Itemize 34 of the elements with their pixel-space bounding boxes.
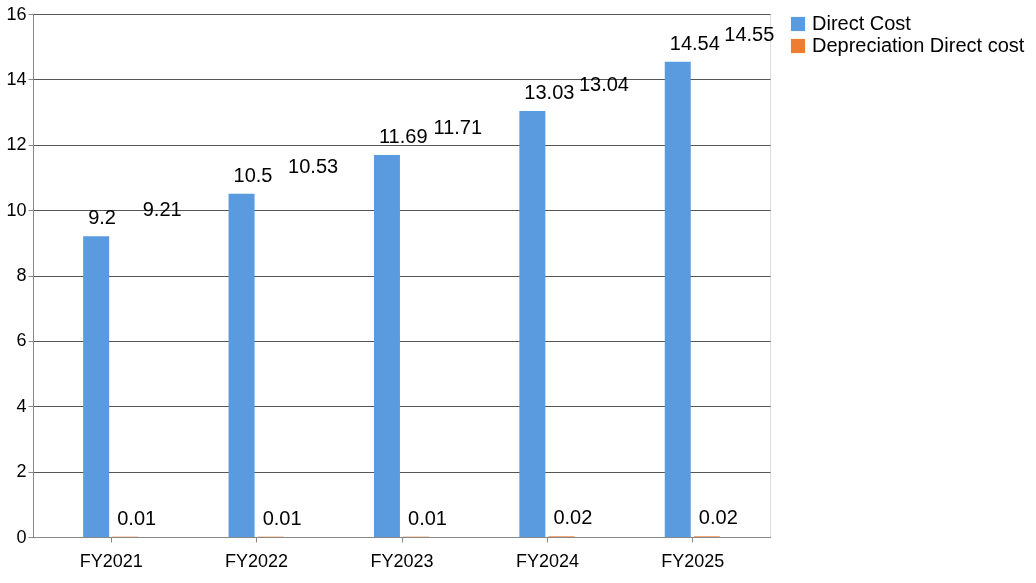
data-label: 14.54 [669, 31, 720, 54]
x-tick-label: FY2024 [515, 550, 579, 571]
annotation: 11.71 [433, 116, 483, 139]
data-label: 0.01 [408, 506, 447, 529]
data-label: 13.03 [524, 81, 575, 104]
data-label: 0.02 [553, 506, 593, 529]
x-tick-label: FY2023 [370, 550, 434, 571]
y-tick-label: 8 [16, 265, 27, 285]
annotation: 14.55 [724, 23, 775, 46]
data-label: 11.69 [378, 124, 428, 147]
legend-label: Direct Cost [812, 12, 912, 34]
y-tick-label: 14 [6, 68, 27, 89]
x-tick-label: FY2021 [79, 550, 143, 571]
y-tick-label: 12 [6, 134, 27, 155]
y-tick-label: 4 [16, 395, 27, 416]
data-label: 0.02 [698, 506, 738, 529]
x-tick-label: FY2022 [225, 550, 289, 571]
data-label: 9.2 [88, 206, 116, 229]
y-tick-label: 6 [16, 330, 27, 351]
data-label: 0.01 [262, 506, 302, 529]
data-label: 0.01 [117, 506, 157, 529]
x-tick-label: FY2025 [661, 550, 725, 571]
y-tick-label: 16 [6, 3, 27, 24]
legend-label: Depreciation Direct cost [812, 34, 1025, 56]
y-tick-label: 0 [16, 526, 27, 547]
bar [519, 111, 546, 537]
bar [228, 193, 255, 537]
y-tick-label: 2 [16, 461, 27, 482]
y-tick-label: 10 [6, 199, 27, 220]
bar [664, 61, 691, 537]
bar [373, 154, 400, 537]
data-label: 10.5 [233, 163, 273, 186]
annotation: 10.53 [288, 154, 339, 177]
bar [83, 236, 110, 537]
